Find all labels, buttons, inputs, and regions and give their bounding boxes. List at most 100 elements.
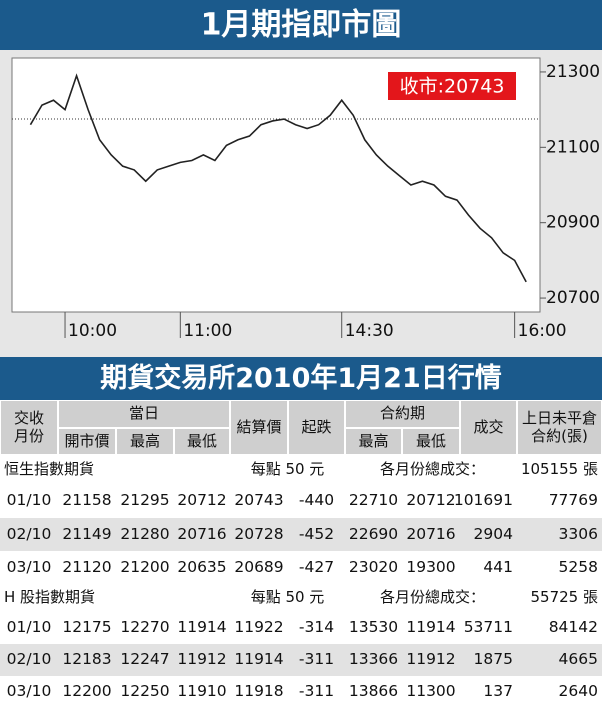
header-cell: 最低: [174, 428, 230, 455]
section-point: 每點 50 元: [250, 588, 325, 607]
value-cell: 2904: [473, 524, 513, 543]
value-cell: 101691: [453, 491, 513, 510]
value-cell: 84142: [548, 618, 598, 637]
price-line: [29, 73, 527, 283]
section-point: 每點 50 元: [250, 459, 325, 478]
section-name: H 股指數期貨: [4, 588, 96, 607]
plot-area: [11, 57, 541, 313]
value-cell: 13530: [348, 618, 399, 637]
chart-title: 1月期指即市圖: [201, 8, 402, 43]
x-tick-label: 16:00: [518, 321, 567, 341]
value-cell: 77769: [548, 491, 598, 510]
month-cell: 01/10: [6, 618, 52, 637]
header-cell: 當日: [58, 400, 230, 428]
header-cell: 結算價: [230, 400, 288, 455]
value-cell: -311: [298, 682, 335, 701]
value-cell: 12183: [62, 650, 112, 669]
value-cell: 441: [483, 557, 513, 576]
header-cell: 最高: [116, 428, 174, 455]
value-cell: 11912: [177, 650, 227, 669]
y-tick-label: 20700: [546, 288, 600, 308]
section-name: 恒生指數期貨: [4, 459, 95, 478]
title-bar: [0, 0, 602, 50]
value-cell: 13866: [348, 682, 399, 701]
header-cell: 開市價: [58, 428, 116, 455]
value-cell: 20716: [406, 524, 456, 543]
value-cell: -452: [298, 524, 335, 543]
annotation: 收市:20743: [400, 76, 505, 98]
value-cell: 23020: [348, 557, 399, 576]
value-cell: 21280: [120, 524, 170, 543]
value-cell: 12200: [62, 682, 112, 701]
y-tick-label: 21100: [546, 137, 600, 157]
header-cell: 上日未平倉 合約(張): [517, 400, 602, 455]
section-total-label: 各月份總成交：: [379, 459, 485, 478]
value-cell: 21295: [120, 491, 170, 510]
value-cell: 13366: [348, 650, 399, 669]
x-tick-label: 11:00: [183, 321, 232, 341]
month-cell: 01/10: [6, 491, 52, 510]
row-band: [0, 484, 602, 518]
value-cell: 2640: [558, 682, 598, 701]
value-cell: 21200: [120, 557, 170, 576]
value-cell: 137: [483, 682, 513, 701]
row-band: [0, 644, 602, 676]
value-cell: 12175: [62, 618, 112, 637]
value-cell: -311: [298, 650, 335, 669]
table: 交收 月份 當日 開市價 最高 最低 結算價 起跌 合約期 最高 最低 成交 上日未平倉 合約(張) 恒…: [0, 400, 602, 708]
value-cell: 20712: [177, 491, 227, 510]
section-total-label: 各月份總成交：: [379, 588, 485, 607]
x-tick-label: 14:30: [345, 321, 394, 341]
value-cell: -427: [298, 557, 335, 576]
value-cell: 21120: [62, 557, 112, 576]
value-cell: 11914: [177, 618, 227, 637]
value-cell: 21158: [62, 491, 112, 510]
value-cell: 20728: [234, 524, 284, 543]
header-cell: 合約期: [345, 400, 460, 428]
y-tick-label: 21300: [546, 62, 600, 82]
month-cell: 03/10: [6, 557, 52, 576]
header-cell: 最低: [402, 428, 460, 455]
row-band: [0, 518, 602, 551]
value-cell: 19300: [406, 557, 456, 576]
month-cell: 02/10: [6, 650, 52, 669]
section-total: 55725 張: [530, 588, 599, 607]
value-cell: 12247: [120, 650, 170, 669]
x-tick-label: 10:00: [68, 321, 117, 341]
value-cell: 11914: [234, 650, 284, 669]
row-band: [0, 612, 602, 644]
value-cell: 20716: [177, 524, 227, 543]
value-cell: 22690: [348, 524, 399, 543]
table-title: 期貨交易所2010年1月21日行情: [0, 357, 602, 400]
value-cell: 20743: [234, 491, 284, 510]
value-cell: 21149: [62, 524, 112, 543]
header-cell: 起跌: [288, 400, 345, 455]
header-cell: 交收 月份: [0, 400, 58, 455]
value-cell: 4665: [558, 650, 598, 669]
header-cell: 最高: [345, 428, 402, 455]
value-cell: -440: [298, 491, 335, 510]
value-cell: 11910: [177, 682, 227, 701]
value-cell: 11922: [234, 618, 284, 637]
section-total: 105155 張: [520, 459, 598, 478]
chart: 1月期指即市圖 收市:20743 20700 20900 21100 21300 10:…: [0, 0, 602, 357]
value-cell: 5258: [558, 557, 598, 576]
row-band: [0, 676, 602, 708]
value-cell: 12270: [120, 618, 170, 637]
value-cell: 3306: [558, 524, 598, 543]
value-cell: 20689: [234, 557, 284, 576]
value-cell: -314: [298, 618, 335, 637]
value-cell: 53711: [463, 618, 513, 637]
value-cell: 20635: [177, 557, 227, 576]
value-cell: 20712: [406, 491, 456, 510]
row-band: [0, 551, 602, 584]
value-cell: 11918: [234, 682, 284, 701]
value-cell: 11912: [406, 650, 456, 669]
month-cell: 02/10: [6, 524, 52, 543]
y-tick-label: 20900: [546, 213, 600, 233]
month-cell: 03/10: [6, 682, 52, 701]
value-cell: 22710: [348, 491, 399, 510]
value-cell: 1875: [473, 650, 513, 669]
value-cell: 11914: [406, 618, 456, 637]
